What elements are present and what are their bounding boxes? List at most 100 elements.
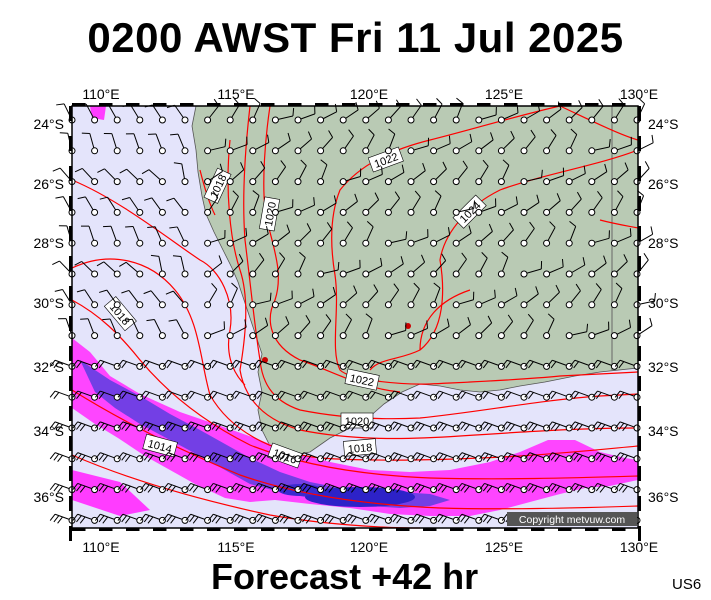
wind-barb-feather (654, 292, 656, 302)
frame-tick (638, 166, 641, 181)
wind-barb-feather (140, 390, 146, 398)
wind-barb-feather (456, 483, 463, 491)
wind-barb-feather (170, 133, 179, 136)
wind-barb-feather (366, 513, 372, 521)
station-circle (384, 116, 392, 124)
station-circle (204, 270, 212, 278)
rain-light (72, 338, 638, 516)
wind-barb-feather (550, 392, 557, 400)
station-circle (362, 239, 370, 247)
frame-tick (504, 528, 518, 531)
frame-tick (72, 103, 86, 106)
wind-barb-feather (422, 162, 426, 171)
wind-barb-feather (279, 484, 286, 492)
wind-barb-feather (628, 319, 632, 328)
wind-barb-feather (320, 159, 328, 166)
station-circle (588, 270, 596, 278)
wind-barb-feather (392, 453, 399, 461)
wind-barb-feather (618, 361, 625, 369)
station-circle (249, 301, 257, 309)
station-circle (610, 270, 618, 278)
station-circle (407, 332, 415, 340)
frame-tick (69, 316, 72, 331)
copyright-box: Copyright metvuw.com (507, 512, 637, 526)
wind-barb-feather (125, 516, 131, 524)
station-circle (543, 270, 551, 278)
station-circle (339, 147, 347, 155)
station-circle (588, 147, 596, 155)
frame-ticks (69, 103, 641, 541)
wind-barb-feather (464, 455, 470, 462)
wind-barb-feather (388, 483, 395, 491)
wind-barb-feather (165, 290, 174, 295)
wind-barb-feather (207, 359, 214, 367)
station-circle (633, 424, 641, 432)
frame-tick (234, 528, 248, 531)
wind-barb-feather (569, 220, 577, 227)
station-circle (294, 239, 302, 247)
wind-barb-feather (98, 453, 105, 461)
wind-barb-feather (433, 390, 440, 398)
wind-barb-feather (253, 97, 261, 104)
wind-barb-feather (99, 196, 108, 200)
frame-tick (477, 103, 491, 106)
wind-barb-feather (279, 392, 286, 400)
wind-barb-feather (52, 260, 60, 266)
wind-barb-feather (305, 455, 312, 462)
wind-barb-feather (348, 129, 354, 137)
wind-barb-feather (415, 392, 421, 400)
wind-barb-feather (94, 390, 101, 398)
station-circle (181, 239, 189, 247)
wind-barbs (49, 97, 656, 524)
wind-barb-feather (313, 197, 315, 206)
wind-barb-feather (380, 257, 383, 266)
wind-barb-feather (211, 484, 218, 492)
wind-barb-feather (505, 422, 512, 430)
station-circle (339, 208, 347, 216)
station-circle (181, 147, 189, 155)
station-circle (136, 147, 144, 155)
wind-barb-feather (436, 98, 443, 105)
wind-barb-feather (102, 455, 109, 462)
station-circle (271, 332, 279, 340)
wind-barb-feather (392, 515, 399, 523)
wind-barb-feather (312, 288, 315, 297)
wind-barb-feather (305, 516, 312, 524)
frame-tick (450, 528, 464, 531)
station-circle (136, 208, 144, 216)
wind-barb-feather (260, 516, 267, 524)
wind-barb-feather (57, 485, 63, 493)
wind-barb-feather (279, 252, 286, 259)
wind-barb-feather (207, 452, 214, 460)
wind-barb-feather (381, 166, 383, 175)
wind-barb-feather (437, 361, 444, 369)
wind-barb-feather (418, 424, 425, 432)
wind-barb-feather (456, 513, 463, 521)
station-circle (294, 270, 302, 278)
station-circle (430, 147, 438, 155)
wind-barb-feather (479, 421, 485, 429)
station-circle (136, 270, 144, 278)
wind-barb-feather (298, 359, 305, 367)
wind-barb-feather (140, 452, 146, 460)
wind-barb-feather (238, 253, 244, 262)
wind-barb-feather (479, 483, 485, 491)
station-circle (91, 147, 99, 155)
wind-barb-feather (486, 455, 493, 462)
frame-tick (180, 528, 194, 531)
station-circle (633, 301, 641, 309)
wind-barb-feather (185, 359, 192, 367)
wind-barb-feather (72, 390, 79, 398)
wind-barb-feather (260, 485, 267, 493)
station-circle (362, 116, 370, 124)
wind-barb-feather (102, 424, 109, 432)
wind-barb-feather (302, 453, 308, 461)
wind-barb-feather (561, 258, 564, 268)
wind-barb-feather (143, 422, 150, 430)
station-circle (362, 208, 370, 216)
frame-tick (342, 528, 356, 531)
wind-barb-feather (415, 453, 421, 461)
wind-barb-feather (124, 318, 133, 321)
wind-barb-feather (530, 129, 536, 138)
frame-tick (558, 528, 572, 531)
